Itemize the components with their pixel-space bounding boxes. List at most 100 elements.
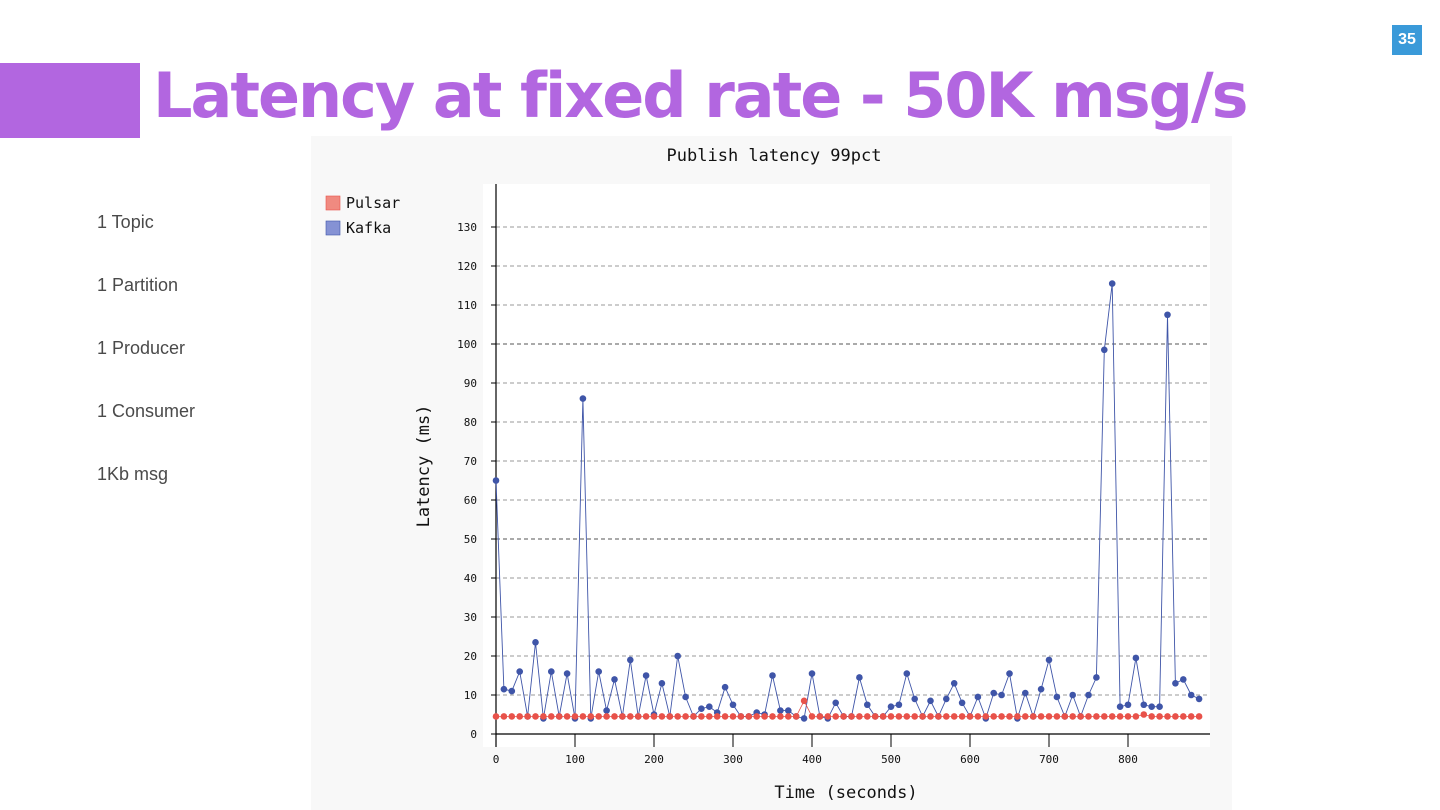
slide-number-badge: 35 — [1392, 25, 1422, 55]
data-point-pulsar — [950, 713, 958, 720]
data-point-pulsar — [1069, 713, 1076, 720]
data-point-kafka — [832, 699, 839, 707]
data-point-pulsar — [634, 713, 642, 720]
data-point-kafka — [1037, 685, 1045, 693]
data-point-pulsar — [1140, 711, 1148, 718]
series-pulsar — [492, 697, 1203, 720]
data-point-pulsar — [753, 713, 760, 720]
data-point-pulsar — [1108, 713, 1116, 720]
legend-label-kafka: Kafka — [346, 219, 391, 237]
data-point-kafka — [579, 395, 587, 402]
data-point-pulsar — [706, 713, 713, 720]
data-point-pulsar — [832, 713, 839, 720]
data-point-kafka — [508, 687, 516, 695]
data-point-pulsar — [966, 713, 974, 720]
x-tick-label: 400 — [802, 753, 822, 766]
data-point-pulsar — [958, 713, 966, 720]
data-point-pulsar — [571, 713, 579, 720]
data-point-kafka — [698, 705, 705, 712]
x-tick-label: 200 — [644, 753, 664, 766]
data-point-kafka — [903, 670, 911, 677]
data-point-pulsar — [737, 713, 745, 720]
title-accent-bar — [0, 63, 140, 138]
data-point-kafka — [603, 707, 610, 714]
data-point-pulsar — [1180, 713, 1187, 720]
data-point-pulsar — [998, 713, 1005, 720]
data-point-kafka — [1101, 346, 1108, 354]
x-axis-label: Time (seconds) — [774, 783, 917, 803]
data-point-pulsar — [1006, 713, 1013, 720]
data-point-kafka — [777, 707, 784, 714]
chart-gridlines — [496, 226, 1210, 696]
data-point-pulsar — [840, 713, 847, 720]
data-point-kafka — [856, 674, 863, 681]
param-partitions: 1 Partition — [97, 275, 179, 295]
y-tick-label: 50 — [464, 533, 477, 546]
data-point-kafka — [1124, 701, 1132, 709]
data-point-pulsar — [611, 713, 618, 720]
data-point-pulsar — [871, 713, 879, 720]
param-topics: 1 Topic — [97, 212, 154, 232]
data-point-kafka — [927, 697, 934, 705]
data-point-pulsar — [1195, 713, 1203, 720]
test-parameters-list: 1 Topic 1 Partition 1 Producer 1 Consume… — [97, 212, 195, 527]
y-tick-label: 70 — [464, 455, 477, 468]
y-tick-label: 130 — [457, 221, 477, 234]
data-point-pulsar — [666, 713, 674, 720]
data-point-kafka — [595, 668, 602, 675]
data-point-pulsar — [532, 713, 539, 720]
data-point-kafka — [1093, 674, 1100, 681]
data-point-pulsar — [1053, 713, 1061, 720]
data-point-pulsar — [595, 713, 602, 720]
data-point-pulsar — [1061, 713, 1069, 720]
data-point-kafka — [990, 689, 997, 697]
data-point-pulsar — [1156, 713, 1163, 720]
data-point-pulsar — [761, 713, 768, 720]
data-point-kafka — [563, 670, 571, 677]
data-point-pulsar — [1124, 713, 1132, 720]
data-point-pulsar — [1132, 713, 1140, 720]
data-point-kafka — [642, 672, 650, 679]
data-point-kafka — [1045, 656, 1053, 664]
data-point-kafka — [674, 652, 681, 660]
data-point-kafka — [950, 680, 958, 687]
data-point-pulsar — [563, 713, 571, 720]
y-tick-label: 20 — [464, 650, 477, 663]
chart-title: Publish latency 99pct — [667, 146, 882, 166]
data-point-pulsar — [1172, 713, 1179, 720]
x-tick-label: 0 — [493, 753, 500, 766]
data-point-kafka — [769, 672, 776, 679]
data-point-pulsar — [500, 713, 508, 720]
data-point-pulsar — [1045, 713, 1053, 720]
chart-series — [492, 280, 1203, 722]
data-point-pulsar — [642, 713, 650, 720]
chart-legend: Pulsar Kafka — [325, 194, 400, 237]
data-point-pulsar — [698, 713, 705, 720]
x-axis-ticks: 0 100 200 300 400 500 600 700 800 — [493, 734, 1138, 766]
data-point-kafka — [998, 691, 1005, 699]
data-point-kafka — [516, 668, 523, 675]
latency-chart-panel: Publish latency 99pct Pulsar Kafka 0 10 20… — [311, 136, 1232, 810]
data-point-pulsar — [587, 713, 595, 720]
y-tick-label: 110 — [457, 299, 477, 312]
legend-swatch-kafka — [325, 220, 341, 236]
data-point-kafka — [1187, 691, 1195, 699]
data-point-kafka — [1069, 691, 1076, 699]
data-point-pulsar — [800, 697, 808, 705]
y-tick-label: 100 — [457, 338, 477, 351]
data-point-pulsar — [927, 713, 934, 720]
y-tick-label: 10 — [464, 689, 477, 702]
x-tick-label: 100 — [565, 753, 585, 766]
data-point-pulsar — [1116, 713, 1124, 720]
data-point-pulsar — [895, 713, 903, 720]
data-point-pulsar — [777, 713, 784, 720]
data-point-kafka — [1022, 689, 1029, 697]
data-point-pulsar — [745, 713, 753, 720]
y-tick-label: 60 — [464, 494, 477, 507]
data-point-kafka — [911, 695, 918, 703]
data-point-pulsar — [1093, 713, 1100, 720]
data-point-kafka — [1180, 676, 1187, 683]
x-tick-label: 500 — [881, 753, 901, 766]
y-tick-label: 80 — [464, 416, 477, 429]
x-tick-label: 600 — [960, 753, 980, 766]
